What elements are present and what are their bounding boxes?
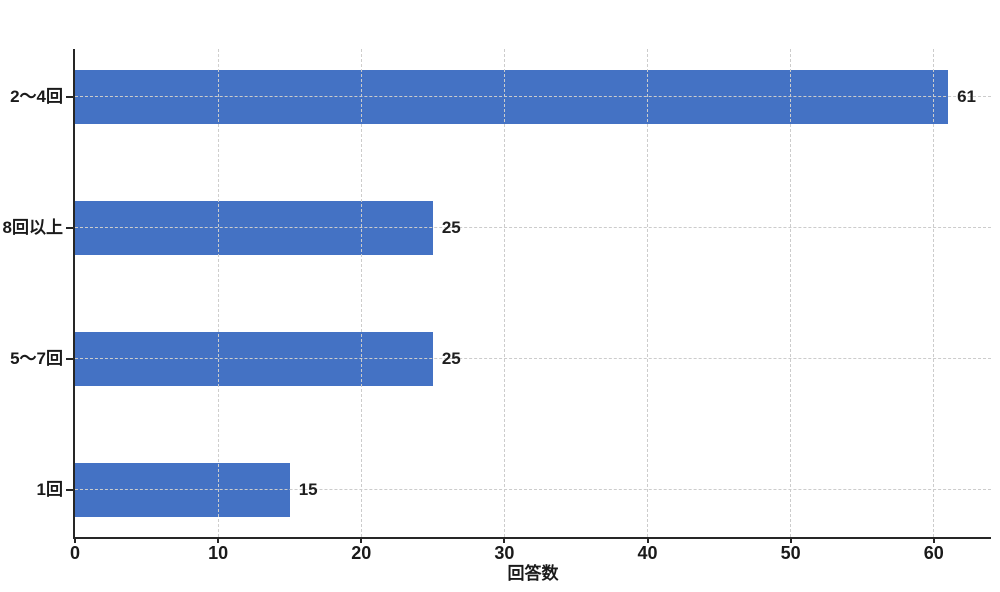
category-label-0: 2〜4回 xyxy=(10,86,63,106)
x-tick-10 xyxy=(217,537,220,543)
x-tick-label-20: 20 xyxy=(351,543,372,563)
gridline-y-1 xyxy=(75,227,991,228)
gridline-x-10 xyxy=(217,49,219,537)
x-tick-40 xyxy=(646,537,649,543)
gridline-x-50 xyxy=(790,49,792,537)
x-axis-line xyxy=(73,537,991,539)
x-tick-20 xyxy=(360,537,363,543)
x-axis-title: 回答数 xyxy=(507,564,559,583)
category-label-2: 5〜7回 xyxy=(10,348,63,368)
x-tick-label-0: 0 xyxy=(69,543,80,563)
y-tick-0 xyxy=(66,95,73,98)
gridline-x-40 xyxy=(647,49,648,537)
x-tick-30 xyxy=(503,537,506,543)
plot-area: 0 10 20 30 40 50 60 2〜4回 61 8回以上 25 5〜7回 25 1回 15 xyxy=(3,49,991,563)
value-label-0: 61 xyxy=(957,86,976,106)
gridline-y-2 xyxy=(75,358,991,359)
value-label-2: 25 xyxy=(441,348,461,368)
x-tick-60 xyxy=(932,537,935,543)
x-tick-label-50: 50 xyxy=(780,543,801,563)
y-axis-line xyxy=(73,49,75,539)
x-tick-label-40: 40 xyxy=(637,543,658,563)
x-tick-label-30: 30 xyxy=(494,543,515,563)
gridline-x-30 xyxy=(503,49,505,537)
y-tick-2 xyxy=(66,357,73,360)
x-tick-label-60: 60 xyxy=(923,543,944,563)
category-label-1: 8回以上 xyxy=(2,217,63,237)
gridline-x-20 xyxy=(360,49,362,537)
x-tick-label-10: 10 xyxy=(208,543,229,563)
value-label-1: 25 xyxy=(441,217,461,237)
x-tick-0 xyxy=(74,537,76,543)
x-tick-50 xyxy=(789,537,792,543)
y-tick-1 xyxy=(66,226,73,229)
gridline-y-3 xyxy=(75,489,991,490)
category-label-3: 1回 xyxy=(36,479,63,499)
value-label-3: 15 xyxy=(298,479,318,499)
gridline-x-60 xyxy=(933,49,935,537)
y-tick-3 xyxy=(66,488,73,491)
gridline-y-0 xyxy=(75,96,991,97)
